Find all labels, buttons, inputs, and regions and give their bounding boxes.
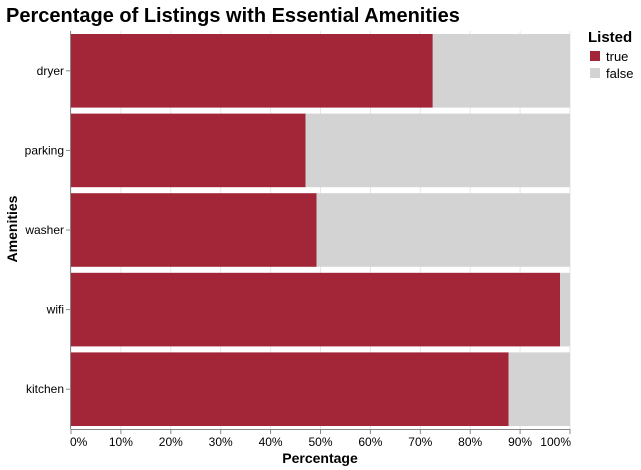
x-tick-label: 0%	[70, 435, 88, 449]
bar-parking-false	[305, 113, 570, 188]
bar-parking-true	[71, 113, 306, 188]
x-axis: 0% 10% 20% 30% 40% 50% 60% 70% 80% 90% 100%	[70, 429, 571, 449]
x-tick-label: 40%	[259, 435, 283, 449]
bar-dryer-false	[432, 34, 570, 108]
y-axis: dryer parking washer wifi kitchen	[24, 31, 71, 429]
bar-dryer-true	[71, 34, 433, 108]
legend: Listed true false	[588, 29, 633, 81]
x-axis-title: Percentage	[282, 450, 358, 466]
bar-kitchen-false	[508, 352, 570, 426]
bar-wifi-false	[560, 272, 570, 347]
y-tick-label: parking	[25, 143, 64, 157]
x-tick-label: 90%	[508, 435, 532, 449]
legend-swatch-false	[590, 68, 600, 78]
legend-label-false: false	[606, 66, 633, 81]
chart-title: Percentage of Listings with Essential Am…	[6, 5, 460, 27]
x-tick-label: 100%	[540, 435, 571, 449]
x-tick-label: 20%	[159, 435, 183, 449]
y-tick-label: wifi	[46, 303, 64, 317]
y-tick-label: dryer	[37, 64, 64, 78]
x-tick-label: 50%	[308, 435, 332, 449]
legend-label-true: true	[606, 49, 628, 64]
bar-kitchen-true	[71, 352, 509, 426]
y-tick-label: kitchen	[26, 382, 64, 396]
legend-title: Listed	[588, 29, 632, 46]
x-tick-label: 10%	[109, 435, 133, 449]
bar-washer-false	[316, 193, 570, 267]
legend-swatch-true	[590, 51, 600, 61]
y-tick-label: washer	[24, 223, 64, 237]
x-tick-label: 60%	[358, 435, 382, 449]
y-axis-title: Amenities	[4, 195, 20, 262]
bar-wifi-true	[71, 272, 561, 347]
x-tick-label: 70%	[408, 435, 432, 449]
x-tick-label: 80%	[458, 435, 482, 449]
x-tick-label: 30%	[209, 435, 233, 449]
bars	[71, 34, 570, 426]
bar-washer-true	[71, 193, 317, 267]
